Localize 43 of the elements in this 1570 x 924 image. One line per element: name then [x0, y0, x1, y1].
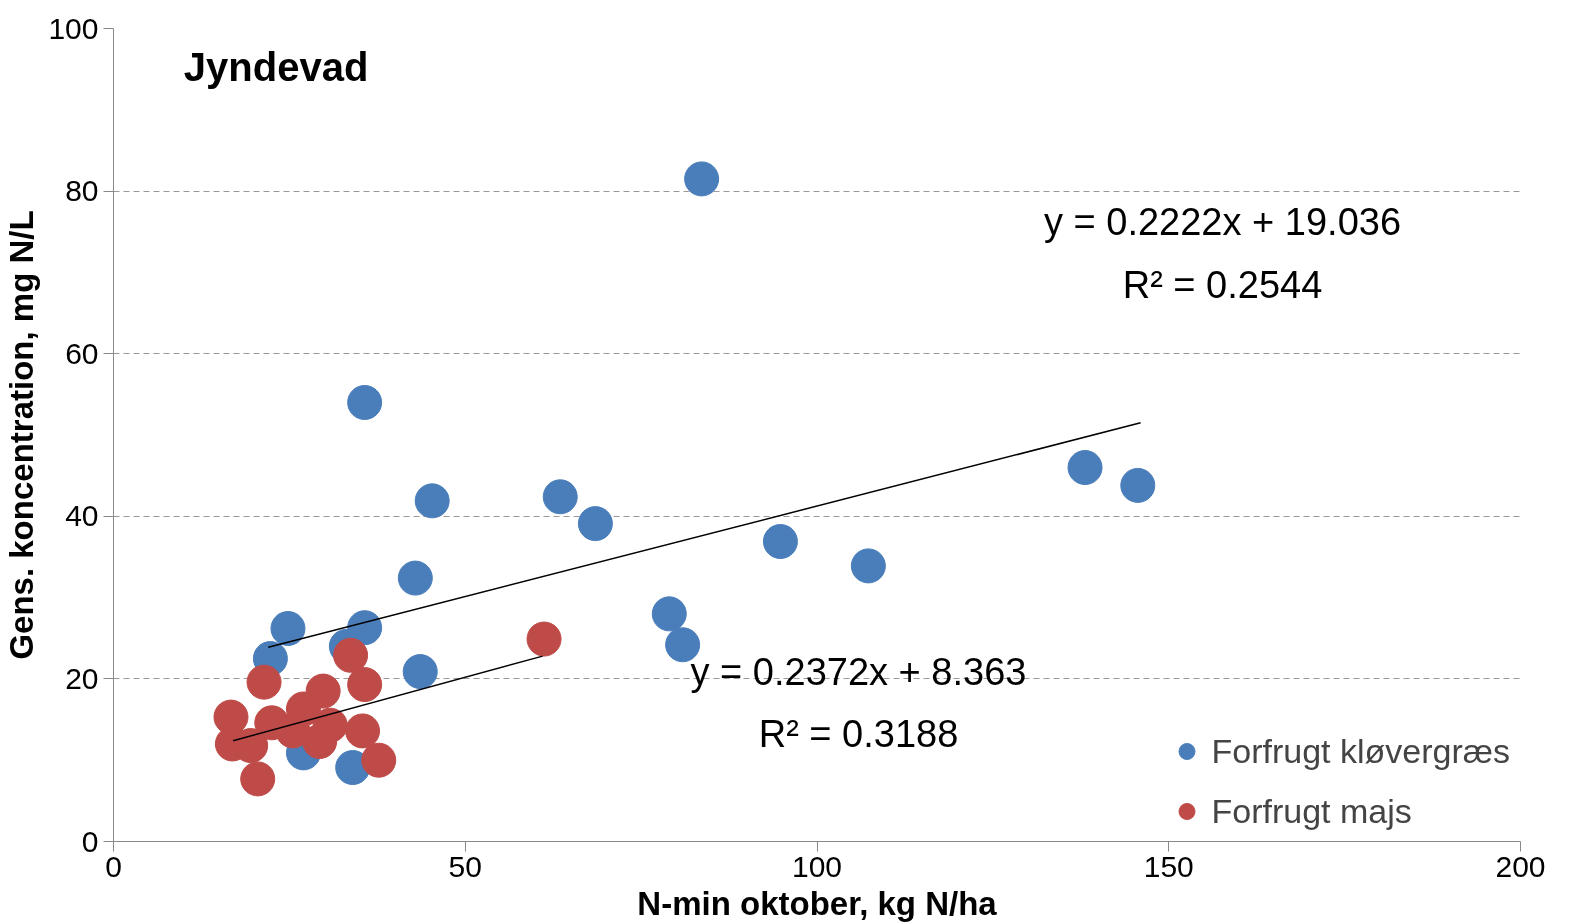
point — [402, 654, 438, 690]
point — [275, 713, 311, 749]
point — [361, 742, 397, 778]
y-tick-label: 0 — [81, 824, 99, 858]
point — [240, 761, 276, 797]
point — [651, 596, 687, 632]
y-tick-label: 20 — [65, 661, 99, 695]
point — [347, 385, 383, 420]
point — [665, 627, 701, 663]
y-axis-title: Gens. koncentration, mg N/L — [3, 210, 41, 660]
x-axis-title: N-min oktober, kg N/ha — [637, 884, 998, 922]
point — [414, 483, 450, 519]
annotation: R² = 0.3188 — [758, 712, 959, 755]
x-tick-label: 200 — [1495, 849, 1546, 883]
legend-label: Forfrugt kløvergræs — [1211, 731, 1510, 771]
point — [270, 611, 306, 646]
y-tick-label: 40 — [65, 499, 99, 533]
x-tick-label: 0 — [105, 849, 122, 883]
point — [345, 713, 381, 749]
point — [1120, 467, 1156, 503]
point — [333, 637, 369, 673]
point — [246, 664, 282, 700]
point — [850, 548, 886, 584]
y-tick-label: 60 — [65, 336, 99, 370]
point — [762, 524, 798, 559]
point — [397, 560, 433, 596]
point — [577, 506, 613, 542]
y-tick-label: 80 — [65, 174, 99, 208]
annotation: R² = 0.2544 — [1122, 263, 1323, 306]
x-tick-label: 50 — [448, 849, 482, 883]
point — [302, 724, 338, 759]
y-tick-label: 100 — [48, 11, 99, 45]
x-tick-label: 150 — [1143, 849, 1194, 883]
point — [526, 621, 562, 657]
legend-label: Forfrugt majs — [1211, 791, 1412, 831]
x-tick-label: 100 — [791, 849, 843, 883]
point — [1067, 450, 1103, 485]
point — [347, 667, 383, 703]
annotation: y = 0.2222x + 19.036 — [1043, 200, 1402, 243]
point — [684, 161, 720, 197]
point — [542, 479, 578, 515]
annotation: y = 0.2372x + 8.363 — [690, 650, 1027, 693]
chart-title: Jyndevad — [183, 44, 369, 89]
